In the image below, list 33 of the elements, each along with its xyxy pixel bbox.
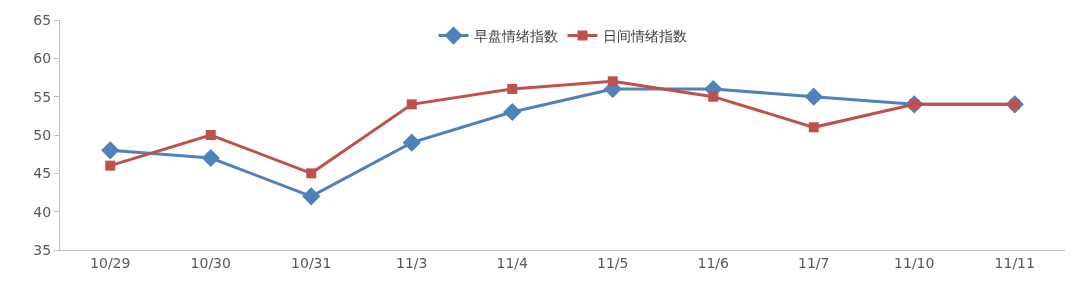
y-tick-label: 65 bbox=[33, 11, 52, 28]
point bbox=[201, 148, 220, 168]
point bbox=[406, 99, 417, 110]
x-tick-label: 10/29 bbox=[90, 254, 131, 271]
y-tick-label: 35 bbox=[33, 241, 52, 258]
x-tick-label: 10/30 bbox=[190, 254, 231, 271]
point bbox=[507, 84, 518, 94]
point bbox=[205, 130, 216, 140]
point bbox=[708, 91, 719, 102]
x-tick-label: 11/5 bbox=[597, 254, 629, 271]
legend-label: 早盘情绪指数 bbox=[473, 28, 558, 45]
point bbox=[105, 160, 116, 171]
point bbox=[306, 168, 317, 179]
x-tick-label: 11/4 bbox=[496, 254, 529, 271]
point bbox=[503, 102, 522, 122]
point bbox=[804, 87, 823, 106]
y-tick-label: 60 bbox=[33, 50, 52, 67]
point bbox=[101, 141, 120, 160]
y-tick-label: 40 bbox=[33, 203, 52, 220]
point bbox=[402, 133, 421, 152]
y-tick-label: 55 bbox=[33, 88, 52, 105]
x-tick-label: 11/6 bbox=[697, 254, 730, 271]
point bbox=[607, 76, 618, 87]
x-tick-label: 11/7 bbox=[798, 254, 830, 271]
point bbox=[302, 187, 321, 206]
x-tick-label: 11/10 bbox=[894, 254, 935, 271]
point bbox=[808, 122, 819, 133]
x-tick-label: 11/11 bbox=[994, 254, 1035, 271]
legend-label: 日间情绪指数 bbox=[602, 28, 687, 45]
x-tick-label: 11/3 bbox=[396, 254, 428, 271]
x-tick-label: 10/31 bbox=[291, 254, 332, 271]
y-tick-label: 50 bbox=[33, 126, 52, 143]
y-tick-label: 45 bbox=[33, 165, 52, 182]
